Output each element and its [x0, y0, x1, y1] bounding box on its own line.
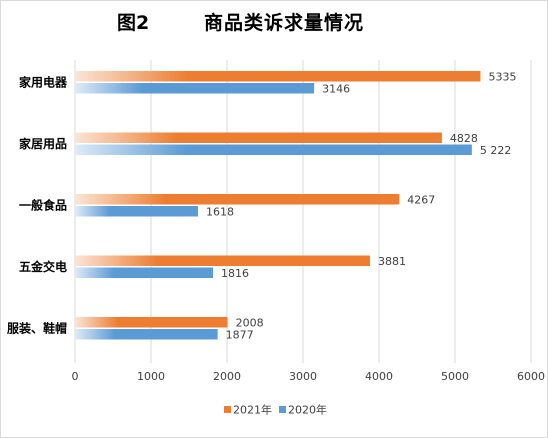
- bar-series1: [75, 317, 228, 328]
- data-label: 2008: [236, 317, 264, 330]
- bar-series1: [75, 71, 481, 82]
- data-label: 3881: [378, 255, 406, 268]
- bar-series2: [75, 267, 214, 278]
- x-tick-label: 1000: [137, 370, 165, 383]
- figure-label: 图2: [117, 12, 150, 34]
- x-tick-label: 5000: [441, 370, 469, 383]
- legend-label: 2021年: [233, 403, 272, 417]
- bar-series2: [75, 329, 218, 340]
- legend-label: 2020年: [288, 403, 327, 417]
- category-label: 家居用品: [19, 136, 67, 151]
- data-label: 4828: [450, 132, 478, 145]
- bar-series2: [75, 83, 315, 94]
- x-tick-label: 0: [72, 370, 79, 383]
- labels: 0 1000 2000 3000 4000 5000 6000 家用电器 5335 3146 家居用…: [7, 71, 545, 384]
- category-label: 家用电器: [19, 74, 68, 89]
- data-label: 4267: [407, 194, 435, 207]
- chart-header: 图2 商品类诉求量情况: [0, 8, 548, 38]
- data-label: 1618: [206, 206, 234, 219]
- bar-series1: [75, 194, 400, 205]
- data-label: 5 222: [480, 144, 512, 157]
- category-label: 五金交电: [19, 259, 67, 274]
- data-label: 1877: [226, 329, 254, 342]
- category-label: 服装、鞋帽: [7, 320, 67, 335]
- chart-title: 商品类诉求量情况: [204, 12, 365, 34]
- bar-series2: [75, 144, 472, 155]
- legend-swatch: [279, 406, 286, 413]
- x-tick-label: 3000: [289, 370, 317, 383]
- data-label: 1816: [221, 267, 249, 280]
- gridlines: [74, 60, 532, 363]
- category-label: 一般食品: [19, 197, 67, 212]
- x-tick-label: 4000: [365, 370, 393, 383]
- x-tick-label: 2000: [213, 370, 241, 383]
- legend-swatch: [224, 406, 231, 413]
- x-tick-label: 6000: [517, 370, 545, 383]
- bar-series2: [75, 206, 198, 217]
- bar-series1: [75, 255, 370, 266]
- bar-series1: [75, 132, 442, 143]
- data-label: 5335: [488, 71, 516, 84]
- data-label: 3146: [322, 83, 350, 96]
- bars: [75, 71, 481, 340]
- legend: 2021年 2020年: [224, 403, 327, 417]
